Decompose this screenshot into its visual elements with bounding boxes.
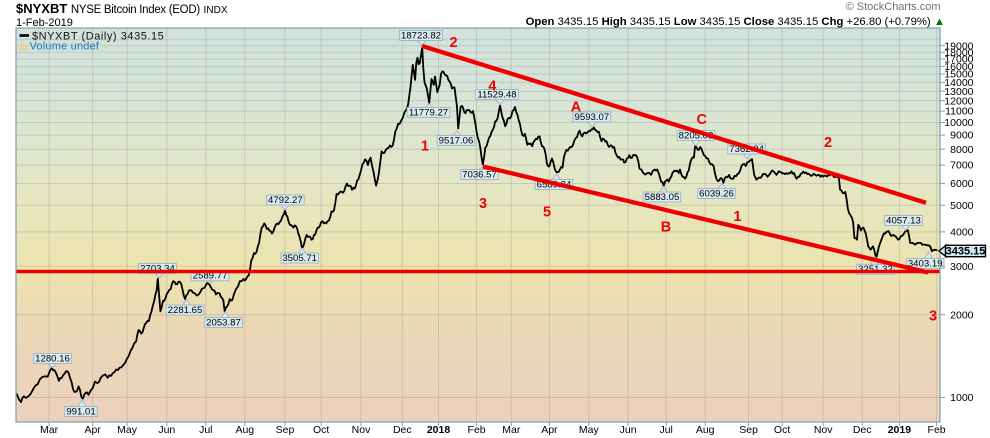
svg-text:11779.27: 11779.27 bbox=[409, 107, 448, 118]
svg-text:Mar: Mar bbox=[502, 424, 521, 436]
svg-text:15000: 15000 bbox=[944, 69, 973, 81]
svg-text:Jul: Jul bbox=[199, 424, 212, 436]
svg-text:Aug: Aug bbox=[235, 424, 254, 436]
svg-text:11529.48: 11529.48 bbox=[477, 89, 516, 100]
svg-text:Apr: Apr bbox=[541, 424, 558, 436]
svg-text:8205.08: 8205.08 bbox=[679, 130, 714, 141]
svg-text:2053.87: 2053.87 bbox=[206, 317, 241, 328]
svg-text:1: 1 bbox=[421, 139, 429, 155]
svg-text:May: May bbox=[579, 424, 600, 436]
svg-text:Sep: Sep bbox=[276, 424, 295, 436]
svg-text:6039.26: 6039.26 bbox=[699, 188, 734, 199]
svg-text:7000: 7000 bbox=[950, 160, 974, 172]
svg-text:7362.34: 7362.34 bbox=[729, 144, 764, 155]
svg-text:Volume undef: Volume undef bbox=[30, 41, 100, 53]
svg-text:Sep: Sep bbox=[739, 424, 758, 436]
svg-text:17000: 17000 bbox=[944, 54, 973, 66]
svg-text:3505.71: 3505.71 bbox=[282, 253, 317, 264]
svg-text:9517.06: 9517.06 bbox=[439, 135, 474, 146]
svg-text:Jun: Jun bbox=[158, 424, 175, 436]
svg-text:Jul: Jul bbox=[659, 424, 672, 436]
svg-text:1000: 1000 bbox=[950, 392, 974, 404]
svg-text:3: 3 bbox=[479, 196, 487, 212]
svg-text:18723.82: 18723.82 bbox=[401, 30, 441, 41]
svg-text:1: 1 bbox=[733, 209, 741, 225]
svg-text:Nov: Nov bbox=[352, 424, 371, 436]
svg-text:14000: 14000 bbox=[944, 77, 973, 89]
svg-text:9593.07: 9593.07 bbox=[575, 112, 610, 123]
svg-text:19000: 19000 bbox=[944, 40, 973, 52]
svg-text:4: 4 bbox=[488, 79, 496, 95]
svg-text:5883.05: 5883.05 bbox=[645, 192, 680, 203]
svg-text:Jun: Jun bbox=[620, 424, 637, 436]
svg-text:2589.77: 2589.77 bbox=[193, 271, 228, 282]
svg-text:4792.27: 4792.27 bbox=[268, 195, 303, 206]
svg-text:Dec: Dec bbox=[853, 424, 872, 436]
svg-text:2000: 2000 bbox=[950, 309, 974, 321]
svg-text:3251.32: 3251.32 bbox=[858, 264, 893, 275]
svg-text:4000: 4000 bbox=[950, 227, 974, 239]
svg-text:2: 2 bbox=[449, 35, 457, 51]
svg-text:Mar: Mar bbox=[40, 424, 59, 436]
svg-text:B: B bbox=[661, 220, 671, 236]
svg-text:991.01: 991.01 bbox=[66, 406, 95, 417]
svg-text:6000: 6000 bbox=[950, 178, 974, 190]
svg-text:11000: 11000 bbox=[945, 106, 974, 118]
svg-text:Aug: Aug bbox=[696, 424, 715, 436]
svg-text:7036.57: 7036.57 bbox=[462, 169, 497, 180]
svg-text:8000: 8000 bbox=[950, 144, 974, 156]
svg-text:Dec: Dec bbox=[393, 424, 412, 436]
svg-text:Feb: Feb bbox=[468, 424, 486, 436]
svg-text:Oct: Oct bbox=[313, 424, 329, 436]
svg-text:2281.65: 2281.65 bbox=[168, 305, 203, 316]
svg-text:Feb: Feb bbox=[928, 424, 946, 436]
svg-text:18000: 18000 bbox=[944, 47, 973, 59]
svg-text:Apr: Apr bbox=[85, 424, 102, 436]
svg-text:3000: 3000 bbox=[950, 261, 974, 273]
svg-text:9000: 9000 bbox=[950, 130, 974, 142]
svg-text:A: A bbox=[571, 100, 582, 116]
svg-text:Oct: Oct bbox=[774, 424, 790, 436]
svg-text:1280.16: 1280.16 bbox=[35, 353, 70, 364]
svg-text:2018: 2018 bbox=[427, 424, 451, 436]
svg-text:C: C bbox=[696, 112, 707, 128]
svg-text:3435.15: 3435.15 bbox=[946, 246, 986, 258]
svg-text:5: 5 bbox=[543, 205, 551, 221]
svg-text:12000: 12000 bbox=[944, 95, 973, 107]
svg-text:$NYXBT (Daily) 3435.15: $NYXBT (Daily) 3435.15 bbox=[32, 31, 164, 43]
svg-text:5000: 5000 bbox=[950, 200, 974, 212]
svg-text:13000: 13000 bbox=[944, 86, 973, 98]
svg-text:2019: 2019 bbox=[888, 424, 912, 436]
svg-text:2: 2 bbox=[824, 135, 832, 151]
svg-text:2703.34: 2703.34 bbox=[140, 263, 175, 274]
svg-text:16000: 16000 bbox=[944, 61, 973, 73]
svg-text:4057.13: 4057.13 bbox=[886, 215, 921, 226]
svg-text:10000: 10000 bbox=[944, 117, 973, 129]
svg-text:3: 3 bbox=[929, 309, 937, 325]
svg-text:May: May bbox=[117, 424, 138, 436]
svg-text:Nov: Nov bbox=[814, 424, 833, 436]
svg-text:3403.19: 3403.19 bbox=[908, 258, 943, 269]
